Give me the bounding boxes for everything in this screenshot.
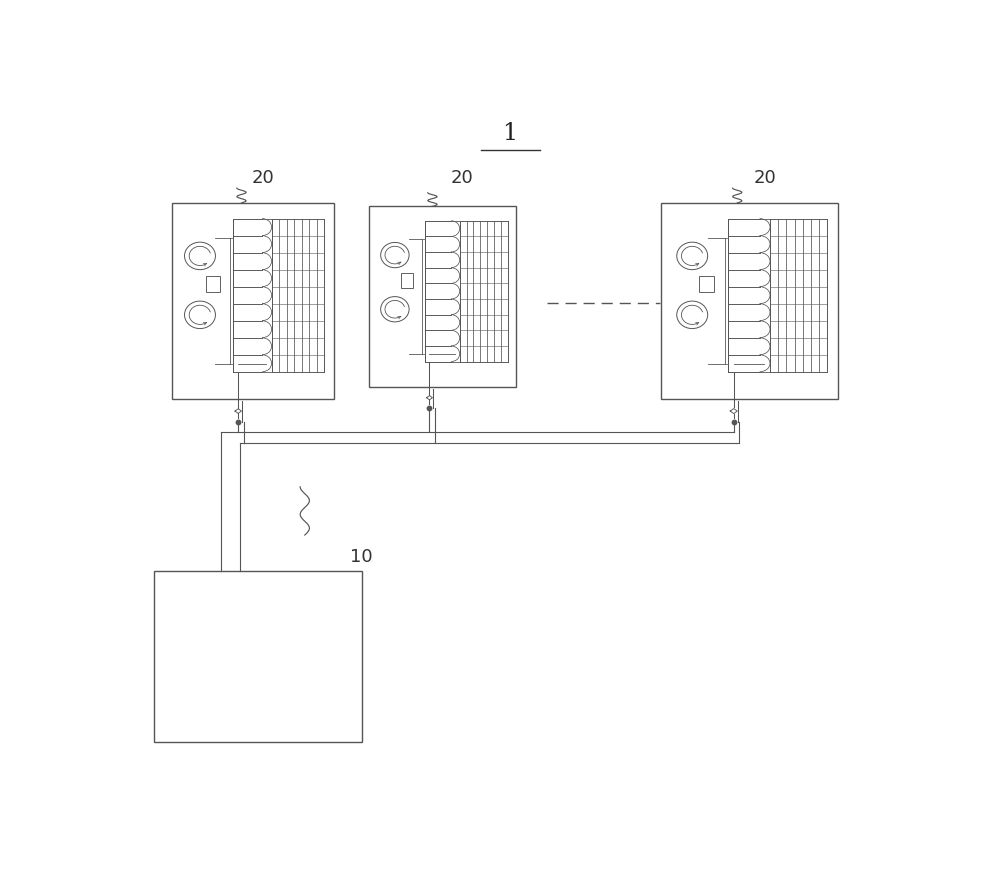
- Bar: [172, 204, 334, 400]
- Text: 20: 20: [451, 168, 474, 187]
- Bar: [154, 571, 362, 742]
- Bar: [661, 204, 838, 400]
- Bar: [206, 276, 220, 293]
- Text: 20: 20: [754, 168, 777, 187]
- Bar: [401, 274, 413, 289]
- Bar: [369, 207, 516, 387]
- Text: 10: 10: [350, 547, 373, 565]
- Text: 20: 20: [252, 168, 274, 187]
- Bar: [699, 276, 714, 293]
- Text: 1: 1: [503, 122, 518, 145]
